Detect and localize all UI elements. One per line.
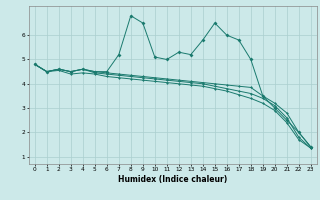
- X-axis label: Humidex (Indice chaleur): Humidex (Indice chaleur): [118, 175, 228, 184]
